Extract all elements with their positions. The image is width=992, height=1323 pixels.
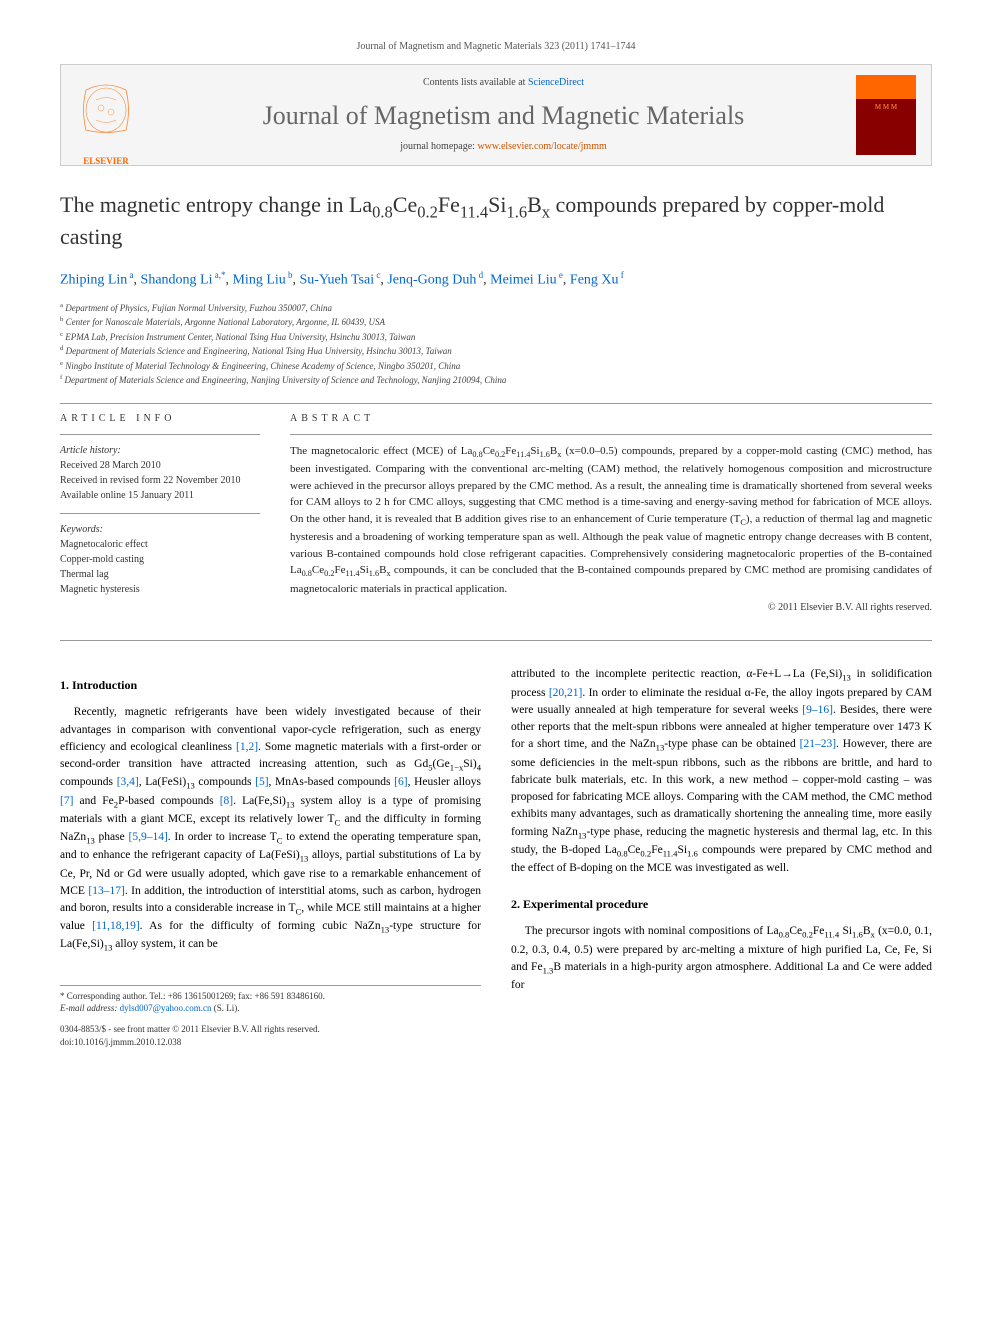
corresponding-email-link[interactable]: dylsd007@yahoo.com.cn [120,1003,212,1013]
affil-sup: f [60,374,62,381]
affil-sup: d [60,345,63,352]
affiliation-text: Center for Nanoscale Materials, Argonne … [66,317,385,327]
journal-name: Journal of Magnetism and Magnetic Materi… [151,98,856,134]
journal-cover-thumb [856,75,916,155]
online-date: Available online 15 January 2011 [60,488,260,503]
author-affil-sup: a,* [212,270,225,280]
keyword-item: Magnetocaloric effect [60,537,260,552]
email-suffix: (S. Li). [214,1003,240,1013]
received-date: Received 28 March 2010 [60,458,260,473]
author-link[interactable]: Su-Yueh Tsai [300,273,375,288]
keyword-item: Copper-mold casting [60,552,260,567]
separator [60,434,260,435]
affil-sup: c [60,331,63,338]
author-link[interactable]: Meimei Liu [490,273,557,288]
journal-banner: ELSEVIER Contents lists available at Sci… [60,64,932,166]
abstract-block: ABSTRACT The magnetocaloric effect (MCE)… [290,412,932,616]
affil-sup: b [60,316,63,323]
contents-prefix: Contents lists available at [423,77,528,88]
doi: doi:10.1016/j.jmmm.2010.12.038 [60,1036,481,1049]
homepage-line: journal homepage: www.elsevier.com/locat… [151,140,856,154]
experimental-paragraph-1: The precursor ingots with nominal compos… [511,923,932,994]
affiliation-text: Ningbo Institute of Material Technology … [65,361,460,371]
front-matter: 0304-8853/$ - see front matter © 2011 El… [60,1023,481,1036]
author-affil-sup: c [374,270,380,280]
affil-sup: e [60,360,63,367]
affiliation-list: a Department of Physics, Fujian Normal U… [60,301,932,388]
body-column-right: attributed to the incomplete peritectic … [511,666,932,1048]
author-affil-sup: f [619,270,624,280]
intro-paragraph-2: attributed to the incomplete peritectic … [511,666,932,877]
separator [60,403,932,404]
corresponding-author: * Corresponding author. Tel.: +86 136150… [60,990,481,1003]
author-affil-sup: d [476,270,483,280]
author-link[interactable]: Shandong Li [141,273,213,288]
article-title: The magnetic entropy change in La0.8Ce0.… [60,191,932,251]
history-label: Article history: [60,443,260,458]
homepage-prefix: journal homepage: [400,141,477,152]
author-link[interactable]: Ming Liu [232,273,285,288]
affiliation-text: Department of Physics, Fujian Normal Uni… [65,303,332,313]
revised-date: Received in revised form 22 November 201… [60,473,260,488]
section-heading-experimental: 2. Experimental procedure [511,895,932,913]
author-link[interactable]: Zhiping Lin [60,273,127,288]
sciencedirect-link[interactable]: ScienceDirect [528,77,584,88]
author-affil-sup: b [286,270,293,280]
intro-paragraph-1: Recently, magnetic refrigerants have bee… [60,704,481,954]
separator [60,513,260,514]
author-link[interactable]: Jenq-Gong Duh [387,273,476,288]
affiliation-text: Department of Materials Science and Engi… [65,375,507,385]
contents-available-line: Contents lists available at ScienceDirec… [151,76,856,90]
separator [290,434,932,435]
abstract-text: The magnetocaloric effect (MCE) of La0.8… [290,443,932,598]
email-label: E-mail address: [60,1003,117,1013]
homepage-link[interactable]: www.elsevier.com/locate/jmmm [477,141,606,152]
article-info-block: ARTICLE INFO Article history: Received 2… [60,412,260,616]
affil-sup: a [60,302,63,309]
banner-center: Contents lists available at ScienceDirec… [151,76,856,154]
journal-citation: Journal of Magnetism and Magnetic Materi… [60,40,932,54]
keywords-label: Keywords: [60,522,260,537]
author-affil-sup: e [557,270,563,280]
footer-block: * Corresponding author. Tel.: +86 136150… [60,985,481,1048]
elsevier-logo: ELSEVIER [76,80,136,150]
section-heading-intro: 1. Introduction [60,676,481,694]
keyword-item: Magnetic hysteresis [60,582,260,597]
affiliation-text: EPMA Lab, Precision Instrument Center, N… [65,332,415,342]
elsevier-name: ELSEVIER [76,155,136,168]
body-column-left: 1. Introduction Recently, magnetic refri… [60,666,481,1048]
article-info-heading: ARTICLE INFO [60,412,260,426]
author-link[interactable]: Feng Xu [570,273,619,288]
keyword-item: Thermal lag [60,567,260,582]
author-list: Zhiping Lin a, Shandong Li a,*, Ming Liu… [60,269,932,290]
author-affil-sup: a [127,270,133,280]
separator [60,640,932,641]
affiliation-text: Department of Materials Science and Engi… [66,346,452,356]
abstract-heading: ABSTRACT [290,412,932,426]
abstract-copyright: © 2011 Elsevier B.V. All rights reserved… [290,601,932,615]
